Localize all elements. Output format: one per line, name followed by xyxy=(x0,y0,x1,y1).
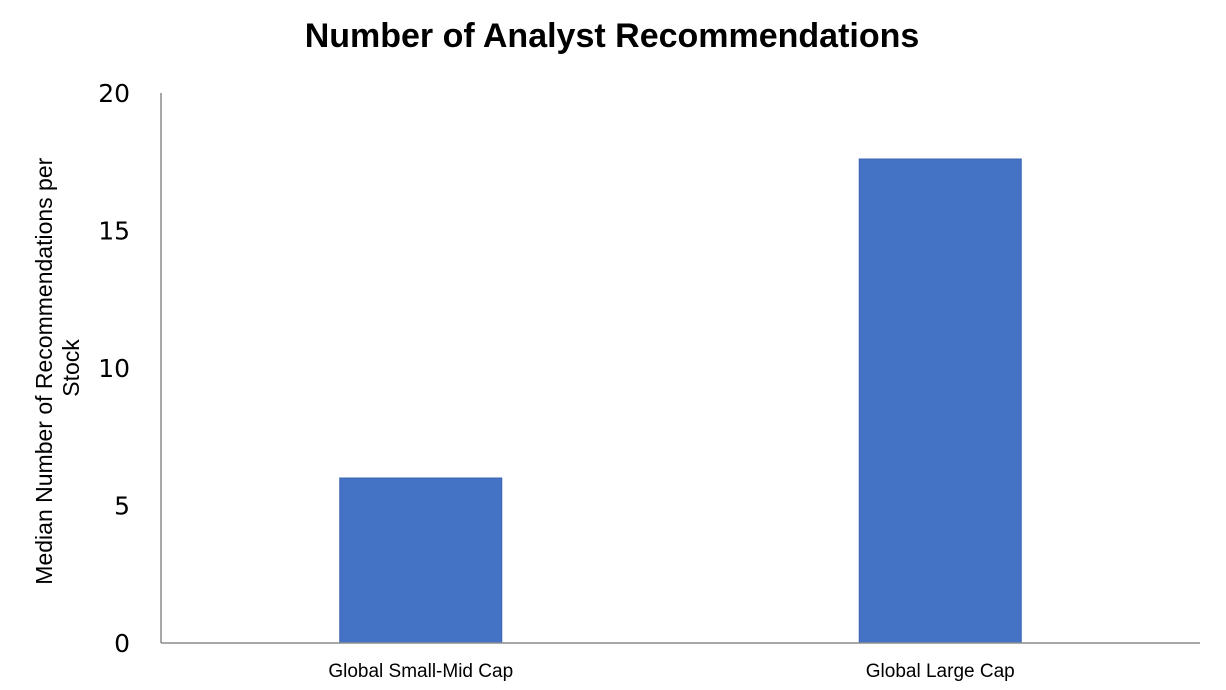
bar xyxy=(339,477,503,644)
y-tick-label: 20 xyxy=(98,79,130,108)
x-axis-ticks: Global Small-Mid Cap Global Large Cap xyxy=(328,661,1014,682)
y-axis-ticks: 0 5 10 15 20 xyxy=(98,79,130,658)
y-tick-label: 15 xyxy=(98,217,130,246)
chart-title: Number of Analyst Recommendations xyxy=(305,17,920,55)
y-tick-label: 0 xyxy=(114,629,130,658)
x-tick-label: Global Large Cap xyxy=(866,661,1015,682)
y-axis-label-line-2: Stock xyxy=(58,339,84,397)
bars xyxy=(339,158,1022,644)
y-tick-label: 10 xyxy=(98,354,130,383)
y-axis-label: Median Number of Recommendations per Sto… xyxy=(31,151,84,584)
y-axis-label-line-1: Median Number of Recommendations per xyxy=(31,157,57,584)
x-tick-label: Global Small-Mid Cap xyxy=(328,661,513,682)
y-tick-label: 5 xyxy=(114,492,130,521)
bar xyxy=(858,158,1022,644)
